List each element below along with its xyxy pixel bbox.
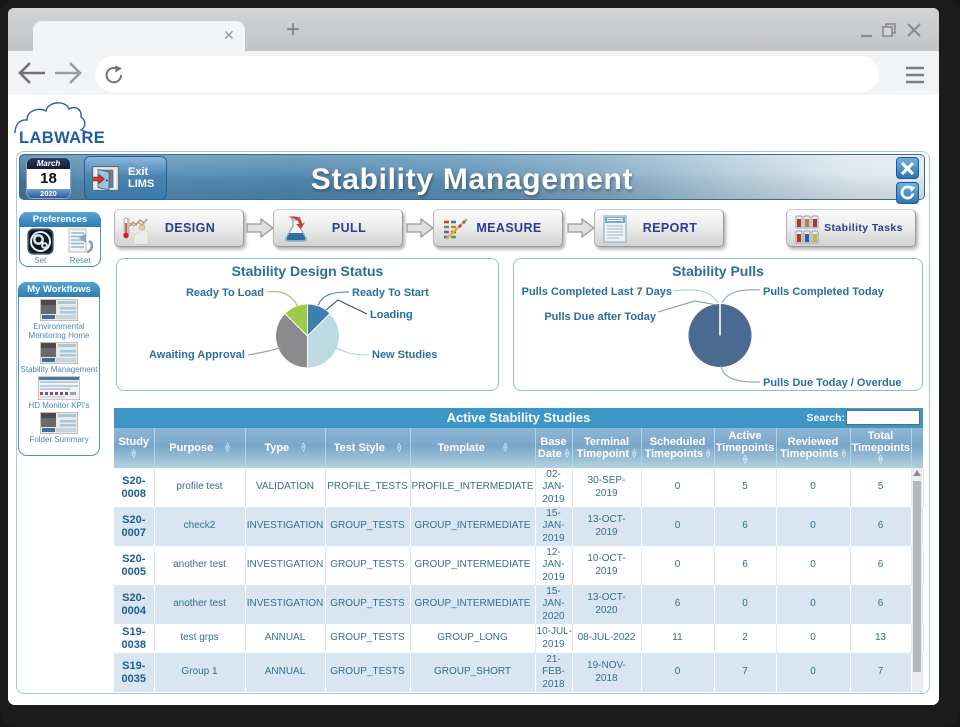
svg-text:Pulls Completed Last 7 Days: Pulls Completed Last 7 Days [522,286,672,298]
svg-text:Pulls Due after Today: Pulls Due after Today [544,311,657,323]
svg-text:Pulls Completed Today: Pulls Completed Today [763,286,885,298]
svg-text:Ready To Load: Ready To Load [186,287,264,299]
svg-text:New Studies: New Studies [372,349,437,361]
svg-text:Ready To Start: Ready To Start [352,287,429,299]
svg-text:Pulls Due Today / Overdue: Pulls Due Today / Overdue [763,377,902,389]
svg-text:LABWARE: LABWARE [19,129,105,147]
svg-text:Loading: Loading [370,309,413,321]
svg-text:Awaiting Approval: Awaiting Approval [149,349,245,361]
